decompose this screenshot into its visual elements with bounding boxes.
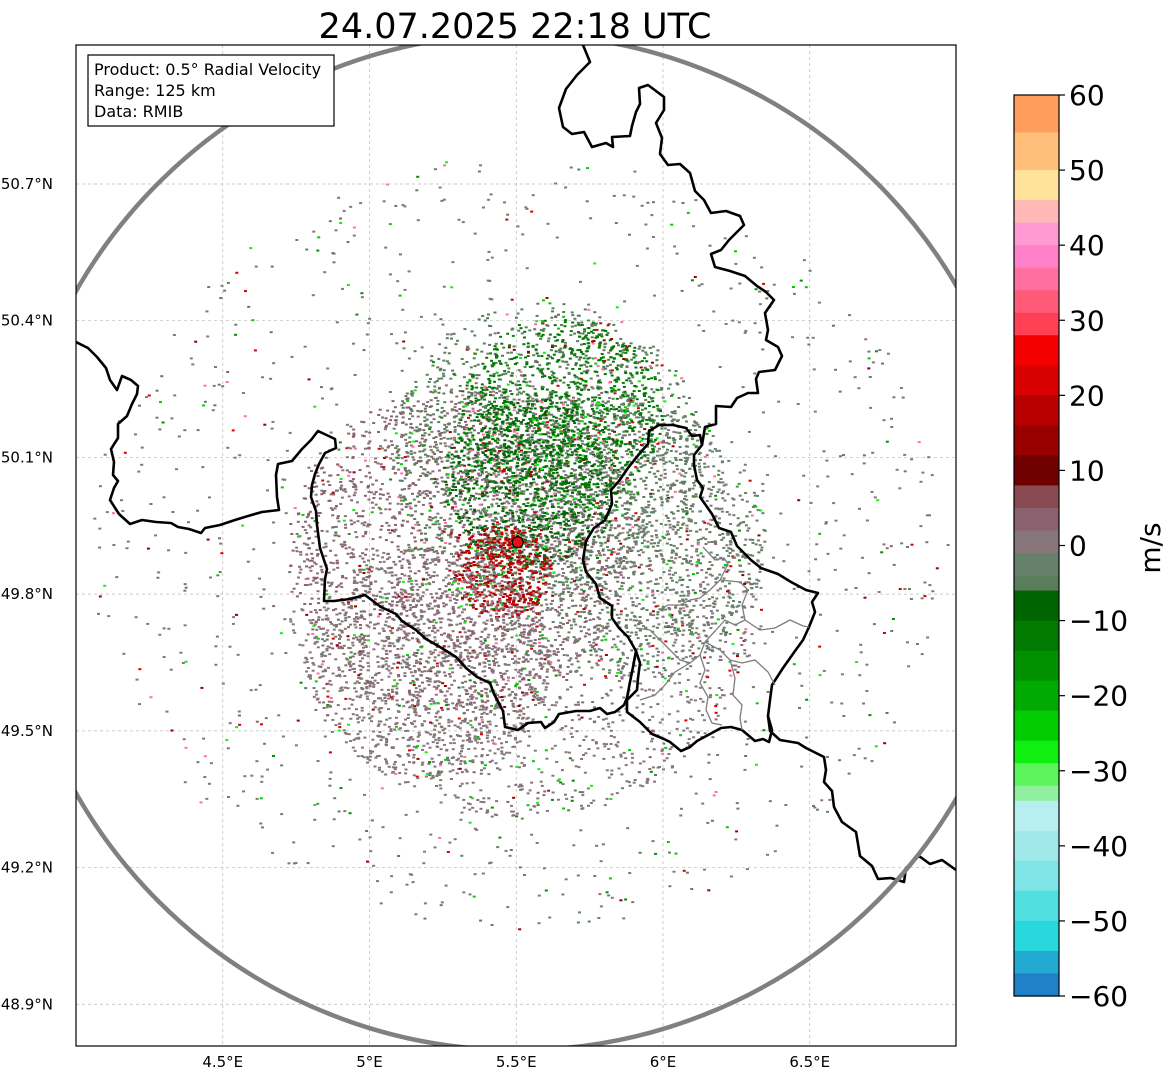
colorbar-band <box>1014 763 1059 787</box>
canton-line <box>659 546 729 611</box>
y-tick-label: 50.4°N <box>1 312 53 330</box>
colorbar-band <box>1014 200 1059 224</box>
colorbar-tick-label: 0 <box>1069 530 1087 563</box>
colorbar-band <box>1014 395 1059 426</box>
info-box-frame <box>87 54 335 127</box>
colorbar-band <box>1014 95 1059 134</box>
colorbar-band <box>1014 485 1059 509</box>
border-france-belgium <box>76 340 704 732</box>
velocity-colorbar: 60 50 40 30 20 10 0 −10 −20 −30 −40 −50 −60 m/s <box>1013 79 1167 1013</box>
canton-line <box>699 654 723 726</box>
colorbar-band <box>1014 530 1059 554</box>
colorbar-band <box>1014 290 1059 314</box>
colorbar-tick-label: −60 <box>1069 980 1128 1013</box>
colorbar-band <box>1014 950 1059 975</box>
info-box: Product: 0.5° Radial Velocity Range: 125… <box>87 54 335 127</box>
colorbar-band <box>1014 312 1059 336</box>
colorbar-band <box>1014 335 1059 366</box>
colorbar-band <box>1014 507 1059 532</box>
border-belgium-netherlands-germany <box>557 45 956 884</box>
y-tick-label: 49.8°N <box>1 585 53 603</box>
canton-line <box>715 579 749 631</box>
country-borders <box>76 45 956 884</box>
radar-velocity-echoes <box>93 161 950 931</box>
colorbar-band <box>1014 245 1059 269</box>
colorbar-tick-label: 60 <box>1069 79 1105 112</box>
map-frame <box>75 44 957 1047</box>
colorbar-tick-label: −20 <box>1069 680 1128 713</box>
y-tick-label: 49.5°N <box>1 722 53 740</box>
colorbar-band <box>1014 620 1059 652</box>
colorbar-band <box>1014 710 1059 742</box>
x-axis-ticks: 4.5°E 5°E 5.5°E 6°E 6.5°E <box>202 1053 830 1071</box>
colorbar-band <box>1014 800 1059 832</box>
y-tick-label: 50.7°N <box>1 175 53 193</box>
colorbar-tick-label: 30 <box>1069 304 1105 337</box>
colorbar-band <box>1014 590 1059 622</box>
colorbar-label: m/s <box>1134 522 1167 573</box>
y-tick-label: 50.1°N <box>1 448 53 466</box>
colorbar-band <box>1014 920 1059 952</box>
info-product: Product: 0.5° Radial Velocity <box>94 60 321 79</box>
x-tick-label: 5°E <box>356 1053 383 1071</box>
colorbar-band <box>1014 890 1059 922</box>
colorbar-band <box>1014 425 1059 456</box>
colorbar-ticks: 60 50 40 30 20 10 0 −10 −20 −30 −40 −50 −60 <box>1059 79 1128 1013</box>
luxembourg-canton-boundaries <box>635 546 810 731</box>
y-tick-label: 48.9°N <box>1 995 53 1013</box>
colorbar-tick-label: 40 <box>1069 229 1105 262</box>
chart-title: 24.07.2025 22:18 UTC <box>319 7 712 47</box>
colorbar-tick-label: 10 <box>1069 454 1105 487</box>
radar-site-marker <box>511 536 524 549</box>
colorbar-band <box>1014 860 1059 892</box>
colorbar-tick-label: −30 <box>1069 755 1128 788</box>
colorbar-band <box>1014 222 1059 246</box>
colorbar-band <box>1014 455 1059 487</box>
colorbar-band <box>1014 830 1059 862</box>
x-tick-label: 5.5°E <box>496 1053 537 1071</box>
canton-line <box>744 619 810 631</box>
colorbar-tick-label: −10 <box>1069 605 1128 638</box>
info-data-source: Data: RMIB <box>94 102 183 121</box>
colorbar-band <box>1014 650 1059 682</box>
colorbar-band <box>1014 740 1059 764</box>
canton-line <box>729 659 743 731</box>
colorbar-bands <box>1014 95 1059 997</box>
colorbar-tick-label: 20 <box>1069 379 1105 412</box>
x-tick-label: 4.5°E <box>202 1053 243 1071</box>
y-axis-ticks: 50.7°N 50.4°N 50.1°N 49.8°N 49.5°N 49.2°N 48.9… <box>1 175 53 1013</box>
border-luxembourg-france-germany <box>625 650 774 753</box>
colorbar-band <box>1014 553 1059 577</box>
canton-line <box>639 662 691 701</box>
y-tick-label: 49.2°N <box>1 859 53 877</box>
colorbar-band <box>1014 575 1059 592</box>
x-tick-label: 6°E <box>650 1053 677 1071</box>
colorbar-band <box>1014 267 1059 291</box>
info-range: Range: 125 km <box>94 81 216 100</box>
canton-line <box>704 641 776 686</box>
colorbar-tick-label: 50 <box>1069 154 1105 187</box>
colorbar-tick-label: −40 <box>1069 830 1128 863</box>
colorbar-band <box>1014 170 1059 201</box>
colorbar-band <box>1014 680 1059 712</box>
canton-line <box>635 627 717 664</box>
x-tick-label: 6.5°E <box>789 1053 830 1071</box>
colorbar-band <box>1014 785 1059 802</box>
colorbar-tick-label: −50 <box>1069 905 1128 938</box>
colorbar-band <box>1014 365 1059 396</box>
colorbar-band <box>1014 973 1059 997</box>
colorbar-band <box>1014 132 1059 171</box>
